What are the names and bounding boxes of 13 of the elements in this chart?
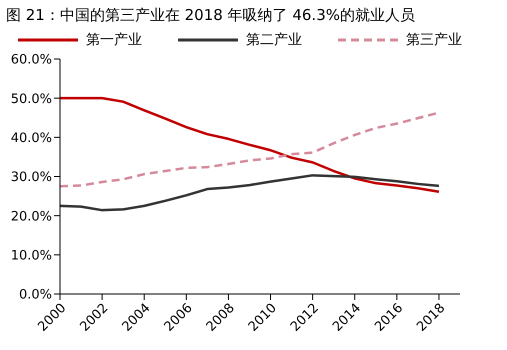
- y-tick-label: 10.0%: [10, 248, 52, 264]
- y-tick-label: 0.0%: [18, 288, 52, 303]
- y-tick-label: 60.0%: [10, 52, 52, 68]
- y-tick-label: 30.0%: [10, 170, 52, 186]
- line-series: [60, 174, 440, 212]
- y-tick-label: 20.0%: [10, 209, 52, 224]
- y-tick-label: 40.0%: [10, 130, 52, 146]
- legend-label: 第二产业: [246, 31, 302, 49]
- line-series: [60, 96, 440, 194]
- y-tick-label: 50.0%: [10, 92, 52, 107]
- chart-title: 图 21：中国的第三产业在 2018 年吸纳了 46.3%的就业人员: [6, 6, 416, 25]
- legend-label: 第三产业: [406, 31, 462, 49]
- legend-label: 第一产业: [86, 31, 142, 49]
